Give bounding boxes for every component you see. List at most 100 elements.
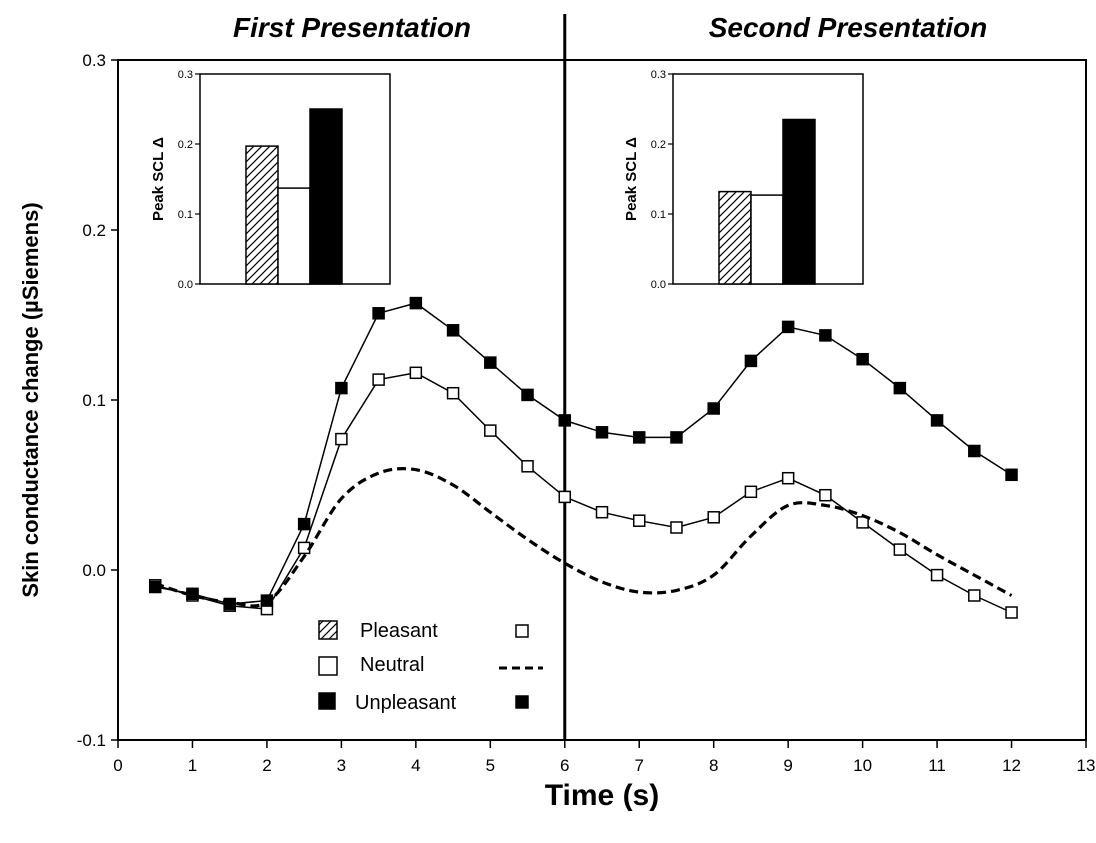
inset-y-tick-label: 0.1 xyxy=(651,209,666,221)
inset-bar-neutral xyxy=(277,187,311,285)
series-dashed xyxy=(154,467,1013,608)
data-point-open-square xyxy=(893,543,907,556)
x-tick-label: 12 xyxy=(1002,756,1021,775)
x-tick-label: 13 xyxy=(1077,756,1096,775)
data-point-filled-square xyxy=(968,444,981,458)
legend-bar-swatch-unpleasant xyxy=(318,692,336,710)
inset-bar-pleasant xyxy=(245,145,279,285)
data-point-open-square xyxy=(372,373,385,386)
x-tick-label: 6 xyxy=(560,756,569,775)
data-point-open-square xyxy=(744,485,758,499)
y-axis-label: Skin conductance change (µSiemens) xyxy=(18,202,43,597)
inset-y-tick-label: 0.3 xyxy=(651,69,666,81)
series-line-open-square xyxy=(155,372,1012,614)
data-point-open-square xyxy=(446,386,460,400)
legend-bar-swatch-pleasant xyxy=(318,620,338,640)
inset-bar-unpleasant xyxy=(309,108,343,285)
legend-label-neutral: Neutral xyxy=(360,654,424,676)
data-point-filled-square xyxy=(856,352,869,366)
data-point-filled-square xyxy=(930,414,944,427)
data-point-open-square xyxy=(409,366,423,380)
data-point-filled-square xyxy=(819,329,832,342)
data-point-filled-square xyxy=(595,426,609,439)
inset-y-tick-label: 0.3 xyxy=(178,69,193,81)
series-layer xyxy=(148,296,1018,619)
legend-line-marker-unpleasant xyxy=(515,695,529,709)
series-line-filled-square xyxy=(155,302,1012,605)
inset-y-tick-label: 0.2 xyxy=(178,139,193,151)
inset-bar-pleasant xyxy=(718,190,752,285)
inset-y-tick-label: 0.2 xyxy=(651,139,666,151)
series-filled-square xyxy=(148,296,1018,611)
y-axis-ticks: -0.1 0.0 0.1 0.2 0.3 xyxy=(77,51,118,750)
data-point-filled-square xyxy=(335,381,348,395)
inset-first-presentation: 0.0 0.1 0.2 0.3 Peak SCL Δ xyxy=(150,69,391,291)
x-axis-ticks: 0 1 2 3 4 5 6 7 8 9 10 11 12 13 xyxy=(113,740,1095,775)
x-tick-label: 1 xyxy=(188,756,197,775)
inset-y-axis-label: Peak SCL Δ xyxy=(150,137,167,221)
legend-line-marker-pleasant xyxy=(515,624,529,638)
inset-second-presentation: 0.0 0.1 0.2 0.3 Peak SCL Δ xyxy=(623,69,864,291)
data-point-filled-square xyxy=(409,296,423,310)
data-point-filled-square xyxy=(1005,468,1018,482)
y-tick-label: 0.2 xyxy=(82,221,106,240)
legend: Pleasant Neutral Unpleasant xyxy=(318,620,543,714)
x-tick-label: 8 xyxy=(709,756,718,775)
data-point-open-square xyxy=(819,488,832,502)
series-line-dashed xyxy=(154,467,1013,608)
data-point-open-square xyxy=(521,460,534,473)
inset-y-tick-label: 0.1 xyxy=(178,209,193,221)
x-tick-label: 7 xyxy=(634,756,643,775)
data-point-filled-square xyxy=(744,354,758,368)
inset-y-axis-label: Peak SCL Δ xyxy=(623,137,640,221)
data-point-filled-square xyxy=(148,580,162,594)
inset-y-tick-label: 0.0 xyxy=(178,279,193,291)
x-tick-label: 11 xyxy=(928,756,946,775)
inset-y-tick-label: 0.0 xyxy=(651,279,666,291)
data-point-open-square xyxy=(558,490,572,504)
data-point-open-square xyxy=(632,514,646,527)
x-tick-label: 5 xyxy=(486,756,495,775)
data-point-filled-square xyxy=(186,587,199,601)
data-point-open-square xyxy=(595,505,609,519)
data-point-filled-square xyxy=(781,320,795,334)
data-point-open-square xyxy=(707,511,720,524)
inset-bar-neutral xyxy=(750,194,784,285)
data-point-filled-square xyxy=(297,517,311,531)
series-open-square xyxy=(148,366,1018,619)
data-point-filled-square xyxy=(484,356,497,369)
data-point-open-square xyxy=(670,521,683,534)
data-point-filled-square xyxy=(670,431,683,444)
legend-bar-swatch-neutral xyxy=(318,656,338,676)
section-label-first: First Presentation xyxy=(233,12,471,43)
y-tick-label: 0.0 xyxy=(82,561,106,580)
x-axis-label: Time (s) xyxy=(545,779,659,812)
x-tick-label: 0 xyxy=(113,756,122,775)
y-tick-label: 0.1 xyxy=(82,391,106,410)
data-point-open-square xyxy=(484,424,497,437)
x-tick-label: 10 xyxy=(853,756,872,775)
x-tick-label: 4 xyxy=(411,756,420,775)
inset-bar-unpleasant xyxy=(782,118,816,285)
data-point-filled-square xyxy=(372,307,385,320)
data-point-open-square xyxy=(335,432,348,446)
data-point-filled-square xyxy=(260,594,274,607)
data-point-filled-square xyxy=(707,402,720,415)
y-tick-label: 0.3 xyxy=(82,51,106,70)
data-point-filled-square xyxy=(521,388,534,402)
x-tick-label: 2 xyxy=(262,756,271,775)
section-label-second: Second Presentation xyxy=(709,12,988,43)
y-tick-label: -0.1 xyxy=(77,731,106,750)
data-point-filled-square xyxy=(223,597,236,611)
data-point-open-square xyxy=(930,568,944,582)
data-point-open-square xyxy=(968,589,981,602)
x-tick-label: 9 xyxy=(783,756,792,775)
legend-label-unpleasant: Unpleasant xyxy=(355,692,457,714)
data-point-filled-square xyxy=(632,431,646,444)
data-point-filled-square xyxy=(446,324,460,337)
data-point-filled-square xyxy=(893,381,907,395)
data-point-filled-square xyxy=(558,414,572,427)
data-point-open-square xyxy=(781,471,795,485)
data-point-open-square xyxy=(1005,606,1018,619)
